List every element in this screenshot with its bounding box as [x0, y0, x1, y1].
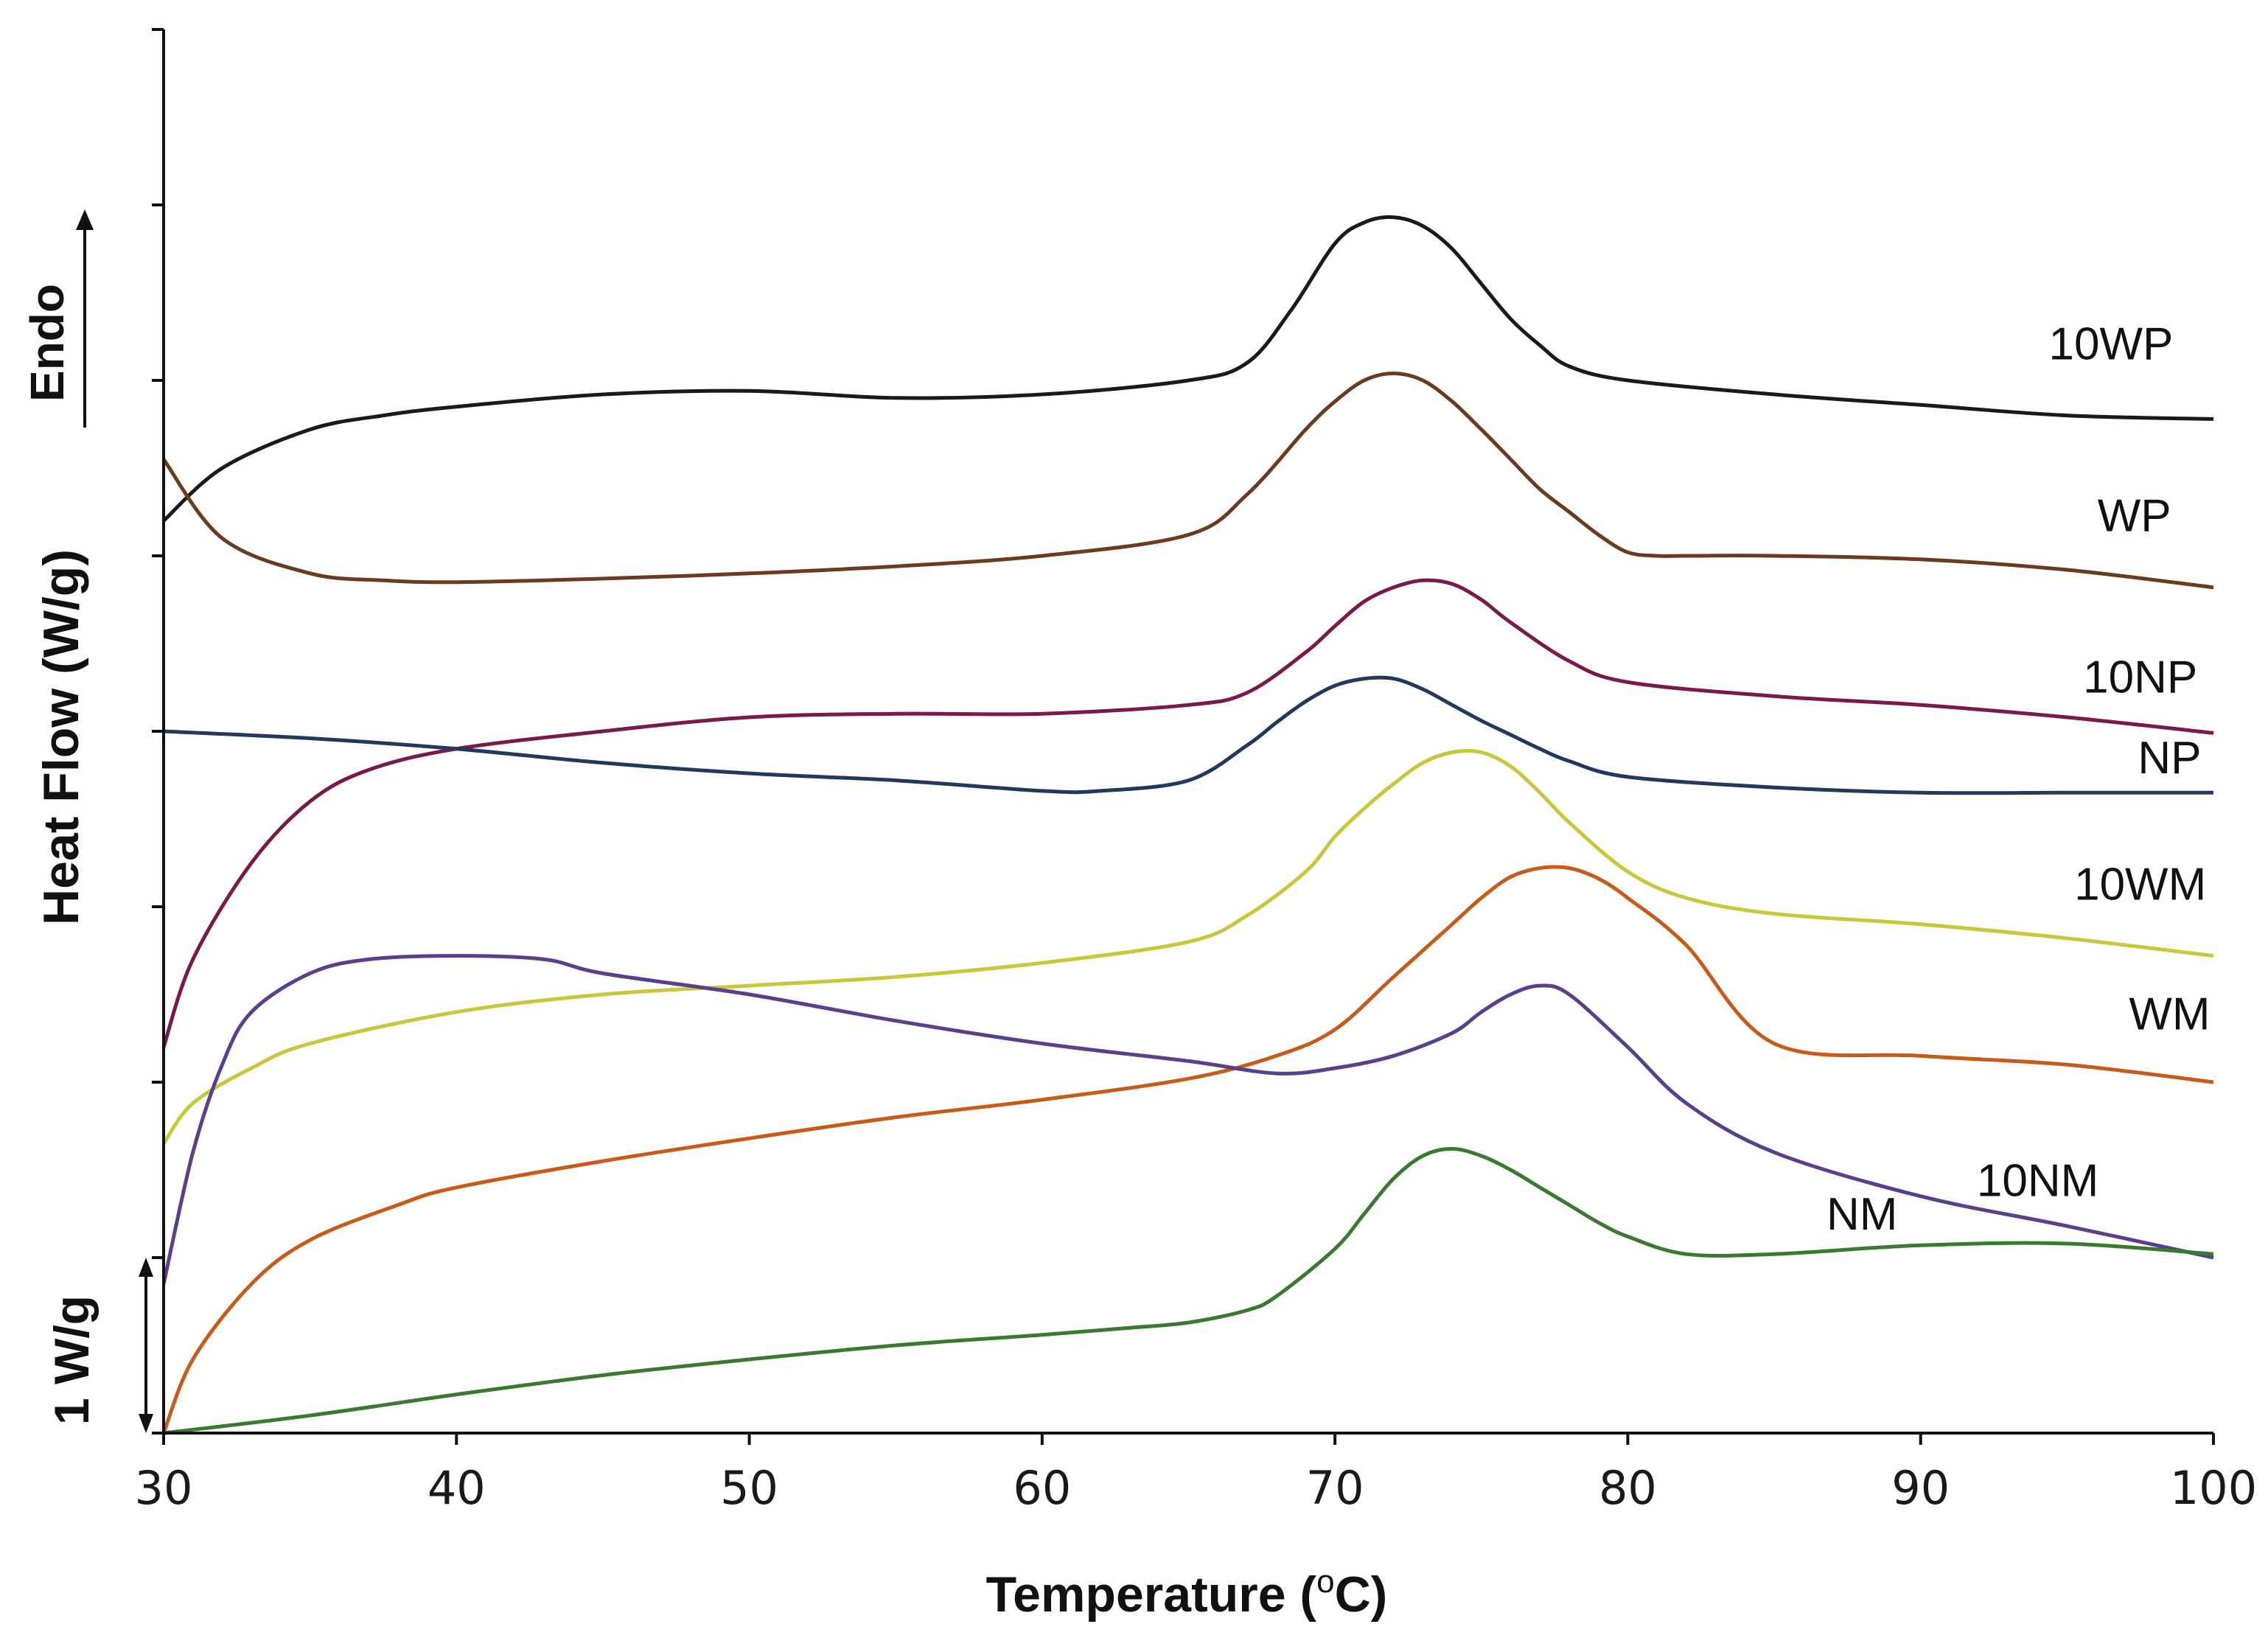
series-line-np	[163, 675, 2213, 795]
x-tick-label: 30	[135, 1461, 193, 1515]
scale-bar-bottom-arrow-icon	[139, 1414, 153, 1433]
y-axis-title: Heat Flow (W/g)	[33, 549, 89, 925]
x-tick-label: 90	[1891, 1461, 1950, 1515]
x-tick-label: 60	[1013, 1461, 1071, 1515]
endo-arrowhead-icon	[76, 209, 94, 230]
scale-bar: 1 W/g	[44, 1258, 153, 1433]
series-label-wm: WM	[2129, 989, 2210, 1040]
x-axis-title-suffix: C)	[1335, 1566, 1388, 1623]
series-line-10wp	[162, 215, 2214, 523]
x-tick-label: 40	[428, 1461, 486, 1515]
x-tick-label: 70	[1306, 1461, 1364, 1515]
series-label-10wm: 10WM	[2074, 859, 2206, 910]
series-label-10nm: 10NM	[1977, 1156, 2098, 1207]
series-label-10np: 10NP	[2083, 652, 2197, 703]
axes-layer: 30 40 50 60 70 80 90 100	[135, 28, 2257, 1515]
series-label-nm: NM	[1826, 1189, 1897, 1240]
series-layer	[161, 215, 2214, 1435]
series-label-10wp: 10WP	[2049, 318, 2174, 369]
x-tick-label: 50	[720, 1461, 778, 1515]
series-line-10np	[161, 578, 2214, 1048]
series-label-np: NP	[2138, 733, 2201, 784]
x-axis-title: Temperature (oC)	[986, 1564, 1388, 1623]
x-tick-label: 100	[2170, 1461, 2257, 1515]
scale-bar-label: 1 W/g	[44, 1295, 99, 1425]
series-line-wp	[161, 372, 2214, 590]
series-line-10nm	[161, 954, 2214, 1285]
series-line-wm	[161, 865, 2214, 1434]
series-line-10wm	[161, 749, 2214, 1145]
series-label-wp: WP	[2098, 491, 2171, 542]
endo-indicator: Endo	[21, 209, 94, 428]
x-ticks: 30 40 50 60 70 80 90 100	[135, 1433, 2257, 1515]
series-labels: 10WP WP 10NP NP 10WM WM 10NM NM	[1826, 318, 2210, 1239]
y-ticks	[152, 28, 164, 1435]
endo-label: Endo	[21, 284, 74, 402]
x-axis-title-degree: o	[1316, 1564, 1334, 1600]
series-line-nm	[163, 1146, 2214, 1435]
x-axis-title-prefix: Temperature (	[986, 1566, 1317, 1623]
x-tick-label: 80	[1599, 1461, 1657, 1515]
scale-bar-top-arrow-icon	[139, 1258, 153, 1277]
